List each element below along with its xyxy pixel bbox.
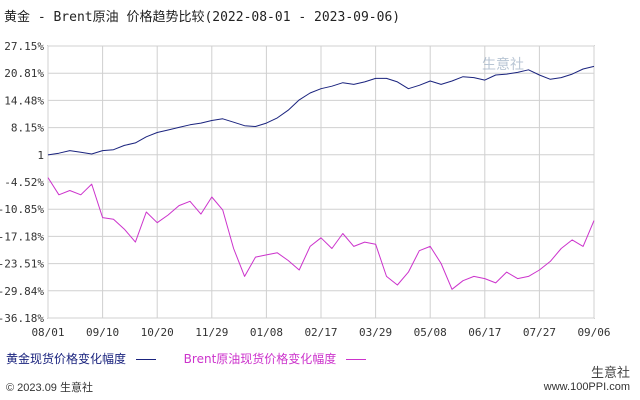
x-tick-label: 03/29 bbox=[359, 326, 392, 339]
legend-swatch-brent bbox=[346, 359, 367, 360]
series-group bbox=[47, 65, 595, 290]
copyright: © 2023.09 生意社 bbox=[6, 382, 93, 394]
footer-url: www.100PPI.com bbox=[543, 381, 630, 393]
y-tick-label: 20.81% bbox=[4, 67, 44, 80]
x-tick-label: 09/10 bbox=[86, 326, 119, 339]
x-tick-label: 09/06 bbox=[577, 326, 610, 339]
x-axis-ticks: 08/01 09/10 10/20 11/29 01/08 02/17 03/29 05/08… bbox=[31, 326, 610, 339]
legend-label-brent: Brent原油现货价格变化幅度 bbox=[183, 352, 337, 366]
legend-item-gold: 黄金现货价格变化幅度 bbox=[6, 350, 156, 367]
y-tick-label: 14.48% bbox=[4, 94, 44, 107]
grid-lines bbox=[47, 45, 595, 319]
y-tick-label: 1 bbox=[37, 149, 44, 162]
y-tick-label: -23.51% bbox=[0, 258, 44, 271]
x-tick-label: 08/01 bbox=[31, 326, 64, 339]
legend-label-gold: 黄金现货价格变化幅度 bbox=[6, 352, 127, 366]
y-tick-label: -4.52% bbox=[4, 176, 44, 189]
legend-swatch-gold bbox=[135, 359, 156, 360]
legend-item-brent: Brent原油现货价格变化幅度 bbox=[183, 350, 367, 367]
chart-title: 黄金 - Brent原油 价格趋势比较(2022-08-01 - 2023-09… bbox=[4, 10, 401, 25]
series-line-gold bbox=[47, 65, 595, 156]
x-tick-label: 11/29 bbox=[195, 326, 228, 339]
y-tick-label: 27.15% bbox=[4, 40, 44, 53]
y-axis-ticks: 27.15% 20.81% 14.48% 8.15% 1 -4.52% -10.85% -17… bbox=[0, 40, 44, 325]
y-tick-label: -17.18% bbox=[0, 230, 44, 243]
y-tick-label: -36.18% bbox=[0, 312, 44, 325]
watermark: 生意社 bbox=[482, 56, 524, 72]
legend: 黄金现货价格变化幅度 Brent原油现货价格变化幅度 bbox=[6, 350, 390, 367]
y-tick-label: -29.84% bbox=[0, 285, 44, 298]
series-line-brent bbox=[47, 177, 595, 290]
x-tick-label: 10/20 bbox=[141, 326, 174, 339]
footer-brand-block: 生意社 www.100PPI.com bbox=[544, 362, 630, 393]
x-tick-label: 07/27 bbox=[523, 326, 556, 339]
y-tick-label: 8.15% bbox=[11, 122, 44, 135]
x-tick-label: 02/17 bbox=[304, 326, 337, 339]
footer-brand: 生意社 bbox=[590, 365, 630, 380]
x-tick-label: 05/08 bbox=[414, 326, 447, 339]
x-tick-label: 01/08 bbox=[250, 326, 283, 339]
y-tick-label: -10.85% bbox=[0, 203, 44, 216]
x-tick-label: 06/17 bbox=[468, 326, 501, 339]
